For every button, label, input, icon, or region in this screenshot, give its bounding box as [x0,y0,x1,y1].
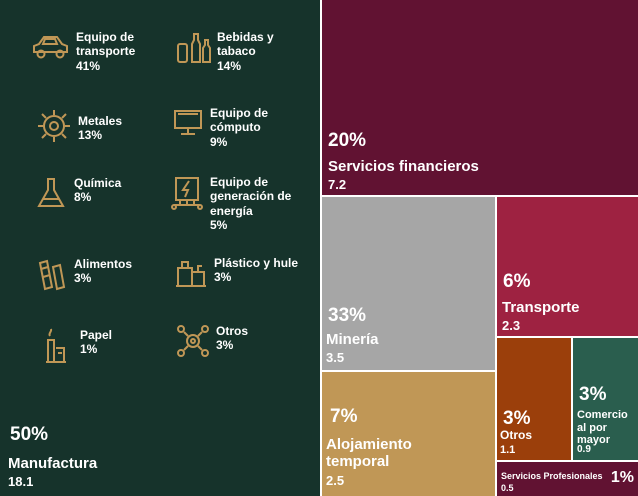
cogs-arrows-icon [177,325,209,357]
name-alojamiento-temporal: Alojamiento temporal [326,436,412,471]
sub-label: Equipo de transporte [76,30,136,59]
sub-equipo-transporte: Equipo de transporte 41% [30,30,158,73]
food-icon [38,259,66,291]
sub-equipo-generacion-energia: Equipo de generación de energía 5% [170,175,310,233]
tile-mineria: 33% Minería 3.5 [322,197,495,370]
name-otros: Otros [500,428,533,442]
sub-label: Alimentos [74,257,133,271]
sub-percent: 3% [216,338,234,353]
sub-percent: 9% [210,134,228,149]
sub-equipo-computo: Equipo de cómputo 9% [172,106,280,149]
sub-label: Plástico y hule [214,256,299,270]
power-panel-icon [171,177,203,210]
value-manufactura: 18.1 [8,474,34,489]
sub-percent: 14% [217,58,242,73]
sub-otros-manufactura: Otros 3% [176,324,248,358]
sub-metales: Metales 13% [36,108,122,144]
name-transporte: Transporte [502,299,580,316]
value-comercio-al-por-mayor: 0.9 [577,444,591,455]
tile-comercio-al-por-mayor: 3% Comercio al por mayor 0.9 [573,338,638,460]
sub-alimentos: Alimentos 3% [36,257,132,291]
sub-quimica: Química 8% [36,176,121,210]
sub-label: Equipo de generación de energía [210,175,292,218]
gear-icon [38,110,70,142]
paper-mill-icon [46,328,66,363]
value-servicios-financieros: 7.2 [328,177,347,192]
name-mineria: Minería [326,331,379,348]
sub-percent: 3% [214,270,232,285]
name-comercio-al-por-mayor: Comercio al por mayor [577,409,628,447]
pct-alojamiento-temporal: 7% [330,406,358,427]
bottles-icon [177,33,211,63]
name-manufactura: Manufactura [8,455,98,472]
sub-label: Otros [216,324,249,338]
pct-mineria: 33% [328,305,367,326]
pct-comercio-al-por-mayor: 3% [579,384,607,405]
computer-icon [174,110,202,135]
tile-servicios-profesionales: Servicios Profesionales 0.5 1% [497,462,638,496]
flask-icon [37,178,65,207]
plastic-machine-icon [176,261,206,287]
sub-papel: Papel 1% [42,328,112,364]
tile-transporte: 6% Transporte 2.3 [497,197,638,336]
value-transporte: 2.3 [502,318,521,333]
sub-label: Equipo de cómputo [210,106,268,135]
sub-label: Metales [78,114,123,128]
car-icon [33,36,68,59]
value-otros: 1.1 [500,444,516,456]
value-mineria: 3.5 [326,350,345,365]
name-servicios-profesionales: Servicios Profesionales [501,471,603,481]
pct-otros: 3% [503,408,531,429]
sub-percent: 5% [210,218,228,233]
value-alojamiento-temporal: 2.5 [326,473,345,488]
tile-servicios-financieros: 20% Servicios financieros 7.2 [322,0,638,195]
sub-bebidas-tabaco: Bebidas y tabaco 14% [175,30,287,73]
name-servicios-financieros: Servicios financieros [328,158,479,175]
pct-servicios-profesionales: 1% [610,469,634,486]
sub-percent: 3% [74,271,92,286]
sub-percent: 8% [74,190,92,205]
sub-label: Bebidas y tabaco [217,30,274,59]
value-servicios-profesionales: 0.5 [501,483,514,493]
pct-servicios-financieros: 20% [328,130,367,151]
sub-plastico-hule: Plástico y hule 3% [174,256,298,290]
sub-label: Química [74,176,122,190]
tile-otros: 3% Otros 1.1 [497,338,571,460]
sub-percent: 13% [78,128,103,143]
sub-percent: 1% [80,342,98,357]
sub-label: Papel [80,328,113,342]
tile-manufactura: 50% Manufactura 18.1 Equipo de transport… [0,0,320,496]
tile-alojamiento-temporal: 7% Alojamiento temporal 2.5 [322,372,495,496]
pct-transporte: 6% [503,271,531,292]
pct-manufactura: 50% [10,424,49,445]
sub-percent: 41% [76,58,101,73]
